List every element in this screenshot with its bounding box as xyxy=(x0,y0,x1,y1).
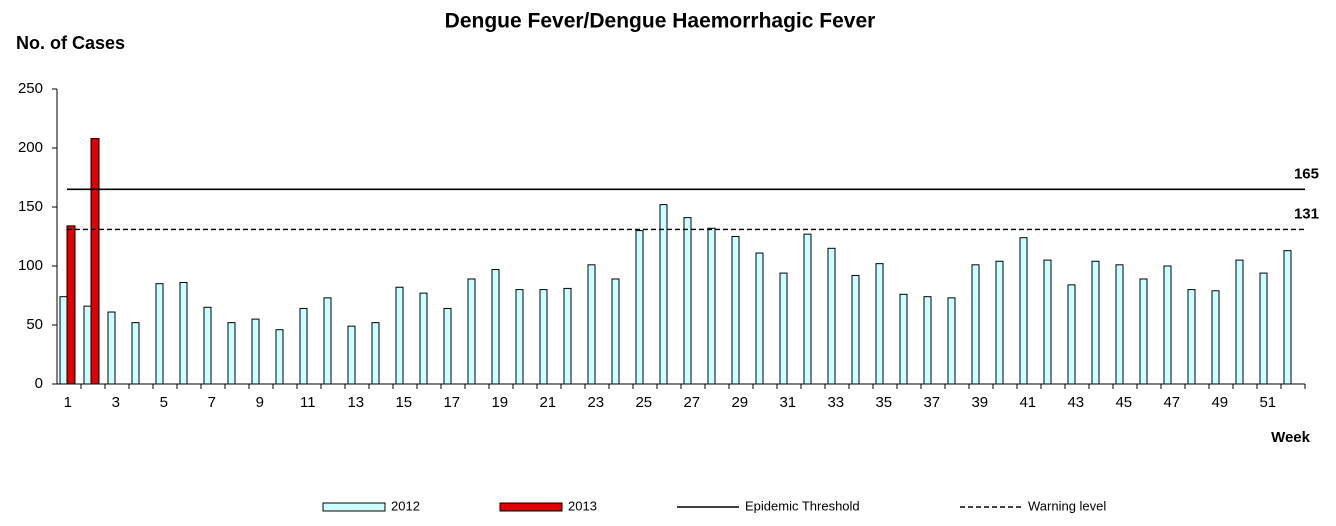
bar xyxy=(947,297,956,385)
x-tick-label: 5 xyxy=(160,394,168,411)
y-axis-label: No. of Cases xyxy=(16,33,125,53)
y-tick-label: 100 xyxy=(18,257,43,274)
legend-label: 2012 xyxy=(391,498,420,513)
bar xyxy=(275,329,284,385)
bar xyxy=(1043,259,1052,385)
bar xyxy=(395,286,404,385)
bar xyxy=(755,252,764,385)
x-tick-label: 37 xyxy=(923,394,940,411)
bar xyxy=(731,236,740,385)
y-tick-label: 250 xyxy=(18,80,43,97)
bar xyxy=(347,325,356,385)
bar xyxy=(1259,272,1268,385)
x-tick-label: 33 xyxy=(827,394,844,411)
y-tick-label: 150 xyxy=(18,198,43,215)
bar xyxy=(419,292,428,385)
y-tick-label: 200 xyxy=(18,139,43,156)
bar xyxy=(1067,284,1076,385)
x-axis-label: Week xyxy=(1271,429,1311,446)
bar xyxy=(203,306,212,385)
bar xyxy=(827,247,836,385)
x-tick-label: 1 xyxy=(64,394,72,411)
y-tick-label: 0 xyxy=(35,375,43,392)
bar xyxy=(563,287,572,385)
legend-label: 2013 xyxy=(568,498,597,513)
bar xyxy=(1187,289,1196,385)
bar xyxy=(995,260,1004,385)
bar xyxy=(1235,259,1244,385)
x-tick-label: 11 xyxy=(300,394,316,411)
x-tick-label: 3 xyxy=(112,394,120,411)
bar xyxy=(683,217,692,385)
bar xyxy=(515,289,524,385)
bar xyxy=(851,274,860,385)
bar xyxy=(107,311,116,385)
bar xyxy=(59,296,68,385)
x-tick-label: 29 xyxy=(731,394,748,411)
x-tick-label: 9 xyxy=(256,394,264,411)
bar xyxy=(1019,237,1028,385)
x-tick-label: 39 xyxy=(971,394,988,411)
bar xyxy=(779,272,788,385)
bar xyxy=(707,227,716,385)
x-tick-label: 23 xyxy=(587,394,604,411)
bar xyxy=(467,278,476,385)
y-tick-label: 50 xyxy=(26,316,43,333)
bar xyxy=(90,138,100,385)
bar xyxy=(299,307,308,385)
x-tick-label: 15 xyxy=(395,394,412,411)
x-tick-label: 21 xyxy=(539,394,556,411)
legend-swatch xyxy=(322,502,386,512)
bar xyxy=(179,282,188,385)
bar xyxy=(1163,265,1172,385)
bar xyxy=(443,307,452,385)
x-tick-label: 35 xyxy=(875,394,892,411)
bar xyxy=(1211,290,1220,385)
threshold-label: 165 xyxy=(1294,165,1319,182)
bar xyxy=(251,318,260,385)
bar xyxy=(1139,278,1148,385)
chart-title: Dengue Fever/Dengue Haemorrhagic Fever xyxy=(445,10,876,33)
x-tick-label: 41 xyxy=(1019,394,1036,411)
bar xyxy=(587,264,596,385)
bar xyxy=(539,289,548,385)
x-tick-label: 49 xyxy=(1211,394,1228,411)
x-tick-label: 45 xyxy=(1115,394,1132,411)
bar xyxy=(66,225,76,385)
bar xyxy=(635,230,644,385)
bar xyxy=(923,296,932,385)
legend-swatch xyxy=(499,502,563,512)
bar xyxy=(1115,264,1124,385)
bar xyxy=(83,305,92,385)
bar xyxy=(659,204,668,385)
x-tick-label: 27 xyxy=(683,394,700,411)
bar xyxy=(323,297,332,385)
bar xyxy=(155,283,164,385)
x-tick-label: 43 xyxy=(1067,394,1084,411)
x-tick-label: 25 xyxy=(635,394,652,411)
bar xyxy=(491,269,500,385)
x-tick-label: 17 xyxy=(443,394,460,411)
x-tick-label: 7 xyxy=(208,394,216,411)
bar xyxy=(1091,260,1100,385)
bar xyxy=(371,322,380,385)
x-tick-label: 31 xyxy=(779,394,796,411)
bar xyxy=(131,322,140,385)
bar xyxy=(875,263,884,385)
legend-label: Epidemic Threshold xyxy=(745,498,860,513)
bar xyxy=(227,322,236,385)
bar xyxy=(611,278,620,385)
bar xyxy=(971,264,980,385)
x-tick-label: 51 xyxy=(1259,394,1276,411)
x-tick-label: 19 xyxy=(491,394,508,411)
bar xyxy=(803,233,812,385)
bar xyxy=(899,293,908,385)
x-tick-label: 13 xyxy=(347,394,364,411)
x-tick-label: 47 xyxy=(1163,394,1180,411)
threshold-label: 131 xyxy=(1294,205,1319,222)
bar xyxy=(1283,250,1292,385)
legend-label: Warning level xyxy=(1028,498,1106,513)
